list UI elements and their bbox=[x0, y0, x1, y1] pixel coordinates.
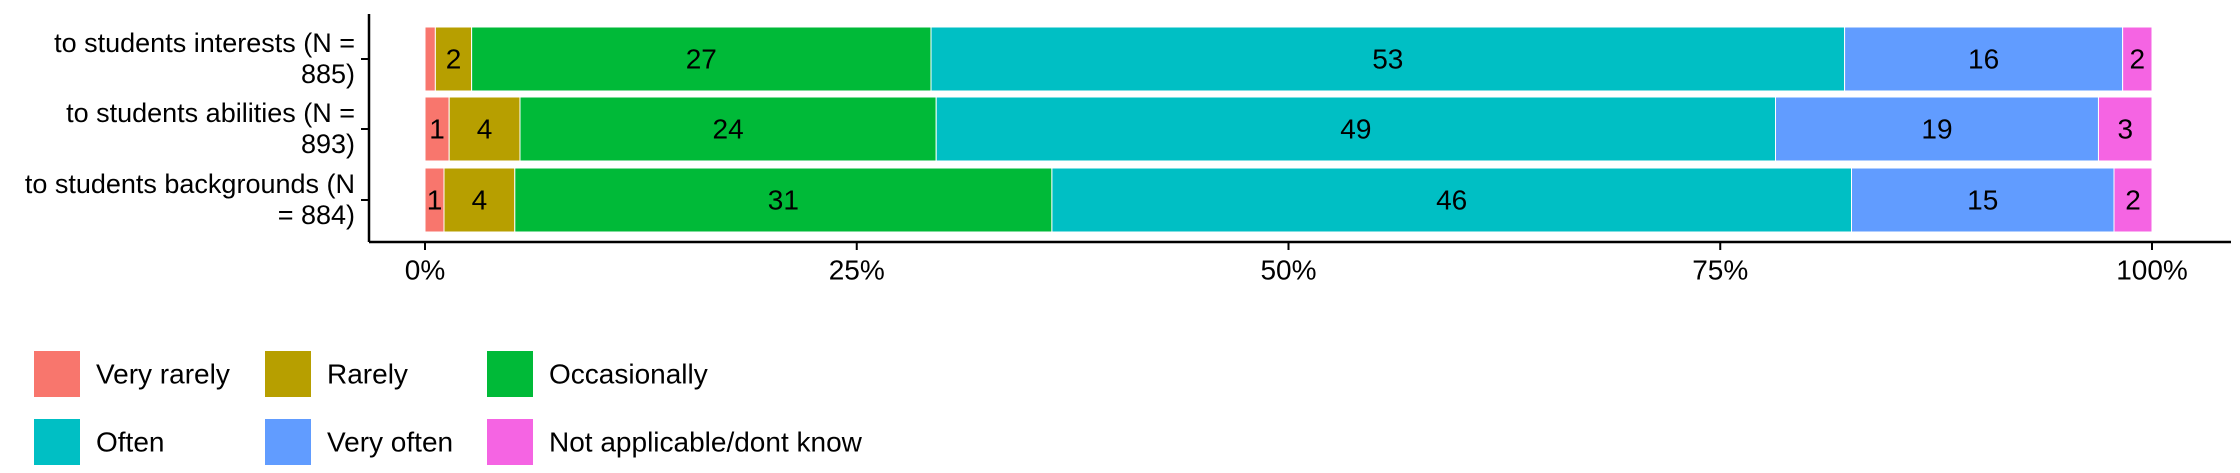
bar-segment bbox=[1851, 167, 2115, 233]
data-label: 19 bbox=[1921, 113, 1952, 144]
y-tick-label: to students interests (N = 885) bbox=[54, 28, 355, 89]
data-label: 27 bbox=[686, 43, 717, 74]
bar-segment bbox=[471, 26, 932, 92]
data-label: 46 bbox=[1436, 184, 1467, 215]
data-label: 4 bbox=[477, 113, 493, 144]
data-label: 24 bbox=[713, 113, 744, 144]
x-tick-label: 100% bbox=[2116, 254, 2188, 285]
data-label: 3 bbox=[2117, 113, 2133, 144]
bar-segment bbox=[1844, 26, 2124, 92]
data-label: 15 bbox=[1967, 184, 1998, 215]
bar-segment bbox=[1775, 96, 2099, 162]
bar-segment bbox=[519, 96, 937, 162]
data-label: 1 bbox=[427, 184, 443, 215]
data-label: 2 bbox=[2130, 43, 2146, 74]
data-label: 2 bbox=[2125, 184, 2141, 215]
bar-segment bbox=[2113, 167, 2153, 233]
bar-segment bbox=[1051, 167, 1853, 233]
legend-label: Not applicable/dont know bbox=[549, 426, 863, 457]
data-label: 2 bbox=[446, 43, 462, 74]
bar-segment bbox=[514, 167, 1053, 233]
legend-label: Occasionally bbox=[549, 358, 708, 389]
x-tick-label: 0% bbox=[405, 254, 445, 285]
data-label: 53 bbox=[1372, 43, 1403, 74]
legend-swatch bbox=[34, 351, 80, 397]
legend-swatch bbox=[265, 351, 311, 397]
legend-swatch bbox=[487, 419, 533, 465]
bar-segment bbox=[930, 26, 1846, 92]
y-tick-label: to students abilities (N = 893) bbox=[66, 98, 355, 159]
data-label: 16 bbox=[1968, 43, 1999, 74]
bar-segment bbox=[443, 167, 516, 233]
data-label: 31 bbox=[768, 184, 799, 215]
legend-swatch bbox=[265, 419, 311, 465]
bar-segment bbox=[2122, 26, 2153, 92]
data-label: 1 bbox=[429, 113, 445, 144]
bar-segment bbox=[2097, 96, 2153, 162]
data-label: 4 bbox=[472, 184, 488, 215]
x-tick-label: 25% bbox=[829, 254, 885, 285]
legend-label: Often bbox=[96, 426, 164, 457]
legend-swatch bbox=[487, 351, 533, 397]
x-tick-label: 50% bbox=[1260, 254, 1316, 285]
bar-segment bbox=[424, 26, 436, 92]
legend-label: Rarely bbox=[327, 358, 408, 389]
y-tick-label: to students backgrounds (N = 884) bbox=[24, 169, 355, 230]
x-tick-label: 75% bbox=[1692, 254, 1748, 285]
legend-label: Very rarely bbox=[96, 358, 230, 389]
legend-swatch bbox=[34, 419, 80, 465]
data-label: 49 bbox=[1340, 113, 1371, 144]
legend-label: Very often bbox=[327, 426, 453, 457]
